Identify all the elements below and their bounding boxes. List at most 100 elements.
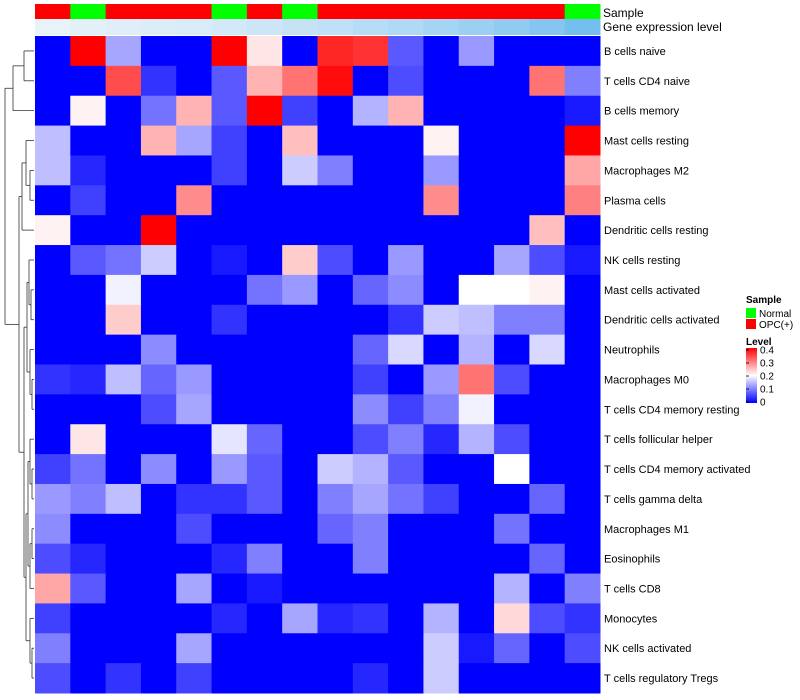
heatmap-cell bbox=[388, 513, 424, 545]
heatmap-cell bbox=[105, 483, 142, 515]
heatmap-cell bbox=[211, 215, 248, 246]
heatmap-cell bbox=[564, 663, 601, 694]
legend-title-level: Level bbox=[746, 337, 772, 348]
heatmap-cell bbox=[423, 65, 460, 97]
heatmap-cell bbox=[423, 633, 460, 664]
heatmap-cell bbox=[35, 603, 71, 634]
legend-tick-label: 0.1 bbox=[760, 385, 774, 396]
heatmap-cell bbox=[458, 125, 495, 156]
heatmap-cell bbox=[388, 155, 424, 186]
heatmap-cell bbox=[140, 65, 177, 97]
heatmap-cell bbox=[458, 663, 495, 694]
heatmap-cell bbox=[140, 215, 177, 246]
heatmap-cell bbox=[352, 573, 389, 604]
heatmap-cell bbox=[105, 424, 142, 455]
heatmap-cell bbox=[246, 573, 283, 604]
heatmap-cell bbox=[176, 633, 213, 664]
heatmap-cell bbox=[494, 215, 530, 246]
heatmap-cell bbox=[494, 573, 530, 604]
heatmap-cell bbox=[35, 304, 71, 336]
heatmap-cell bbox=[423, 155, 460, 186]
heatmap-cell bbox=[35, 424, 71, 455]
expression-cell bbox=[35, 19, 71, 35]
heatmap-cell bbox=[529, 155, 566, 186]
heatmap-cell bbox=[176, 513, 213, 545]
heatmap-cell bbox=[176, 304, 213, 336]
heatmap-cell bbox=[140, 513, 177, 545]
heatmap-cell bbox=[423, 543, 460, 575]
heatmap-cell bbox=[423, 603, 460, 634]
heatmap-cell bbox=[140, 394, 177, 425]
heatmap-cell bbox=[494, 245, 530, 276]
heatmap-cell bbox=[388, 424, 424, 455]
heatmap-cell bbox=[317, 513, 354, 545]
heatmap-cell bbox=[494, 513, 530, 545]
heatmap-cell bbox=[70, 663, 107, 694]
heatmap-cell bbox=[494, 334, 530, 365]
heatmap-cell bbox=[140, 424, 177, 455]
heatmap-cell bbox=[246, 65, 283, 97]
heatmap-cell bbox=[176, 65, 213, 97]
heatmap-cell bbox=[458, 215, 495, 246]
row-label: T cells follicular helper bbox=[604, 434, 713, 446]
heatmap-cell bbox=[70, 483, 107, 515]
row-label: Macrophages M0 bbox=[604, 374, 689, 386]
heatmap-cell bbox=[282, 155, 318, 186]
heatmap-cell bbox=[458, 36, 495, 67]
heatmap-cell bbox=[352, 663, 389, 694]
sample-cell bbox=[246, 4, 283, 19]
expression-cell bbox=[176, 19, 213, 35]
legend-swatch-normal bbox=[746, 308, 756, 318]
heatmap-cell bbox=[529, 573, 566, 604]
heatmap-cell bbox=[105, 155, 142, 186]
heatmap-cell bbox=[105, 245, 142, 276]
heatmap-cell bbox=[423, 454, 460, 485]
heatmap-cell bbox=[105, 513, 142, 545]
heatmap-cell bbox=[211, 245, 248, 276]
sample-cell bbox=[70, 4, 107, 19]
heatmap-cell bbox=[352, 215, 389, 246]
heatmap-cell bbox=[529, 215, 566, 246]
heatmap-cell bbox=[246, 513, 283, 545]
heatmap-cell bbox=[105, 65, 142, 97]
heatmap-cell bbox=[105, 663, 142, 694]
heatmap-cell bbox=[211, 603, 248, 634]
heatmap-cell bbox=[246, 454, 283, 485]
heatmap-cell bbox=[352, 36, 389, 67]
sample-annotation-bar bbox=[35, 4, 601, 19]
heatmap-cell bbox=[246, 424, 283, 455]
heatmap-cell bbox=[211, 36, 248, 67]
legend-tick-label: 0.4 bbox=[760, 346, 774, 357]
heatmap-cell bbox=[211, 95, 248, 127]
heatmap-cell bbox=[35, 215, 71, 246]
heatmap-cell bbox=[458, 185, 495, 216]
heatmap-cell bbox=[211, 185, 248, 216]
heatmap-cell bbox=[494, 483, 530, 515]
heatmap-cell bbox=[35, 65, 71, 97]
heatmap-cell bbox=[388, 603, 424, 634]
heatmap-cell bbox=[211, 454, 248, 485]
heatmap-cell bbox=[140, 304, 177, 336]
heatmap-cell bbox=[140, 245, 177, 276]
row-label: Mast cells resting bbox=[604, 136, 689, 148]
heatmap-cell bbox=[388, 215, 424, 246]
heatmap-cell bbox=[564, 364, 601, 395]
heatmap-cell bbox=[246, 334, 283, 365]
heatmap-cell bbox=[176, 364, 213, 395]
heatmap-cell bbox=[140, 334, 177, 365]
heatmap-cell bbox=[352, 95, 389, 127]
legend: Sample Normal OPC(+) Level 0.4 0.3 0.2 0.1 0 bbox=[746, 295, 793, 409]
heatmap-cell bbox=[70, 603, 107, 634]
legend-label-normal: Normal bbox=[759, 309, 791, 320]
heatmap-cell bbox=[140, 95, 177, 127]
heatmap-cell bbox=[176, 125, 213, 156]
expression-cell bbox=[458, 19, 495, 35]
heatmap-cell bbox=[423, 245, 460, 276]
heatmap-cell bbox=[105, 603, 142, 634]
heatmap-cell bbox=[458, 274, 495, 306]
heatmap-cell bbox=[246, 364, 283, 395]
heatmap-cell bbox=[35, 95, 71, 127]
legend-label-opc: OPC(+) bbox=[759, 320, 793, 331]
sample-cell bbox=[388, 4, 424, 19]
heatmap-cell bbox=[176, 36, 213, 67]
